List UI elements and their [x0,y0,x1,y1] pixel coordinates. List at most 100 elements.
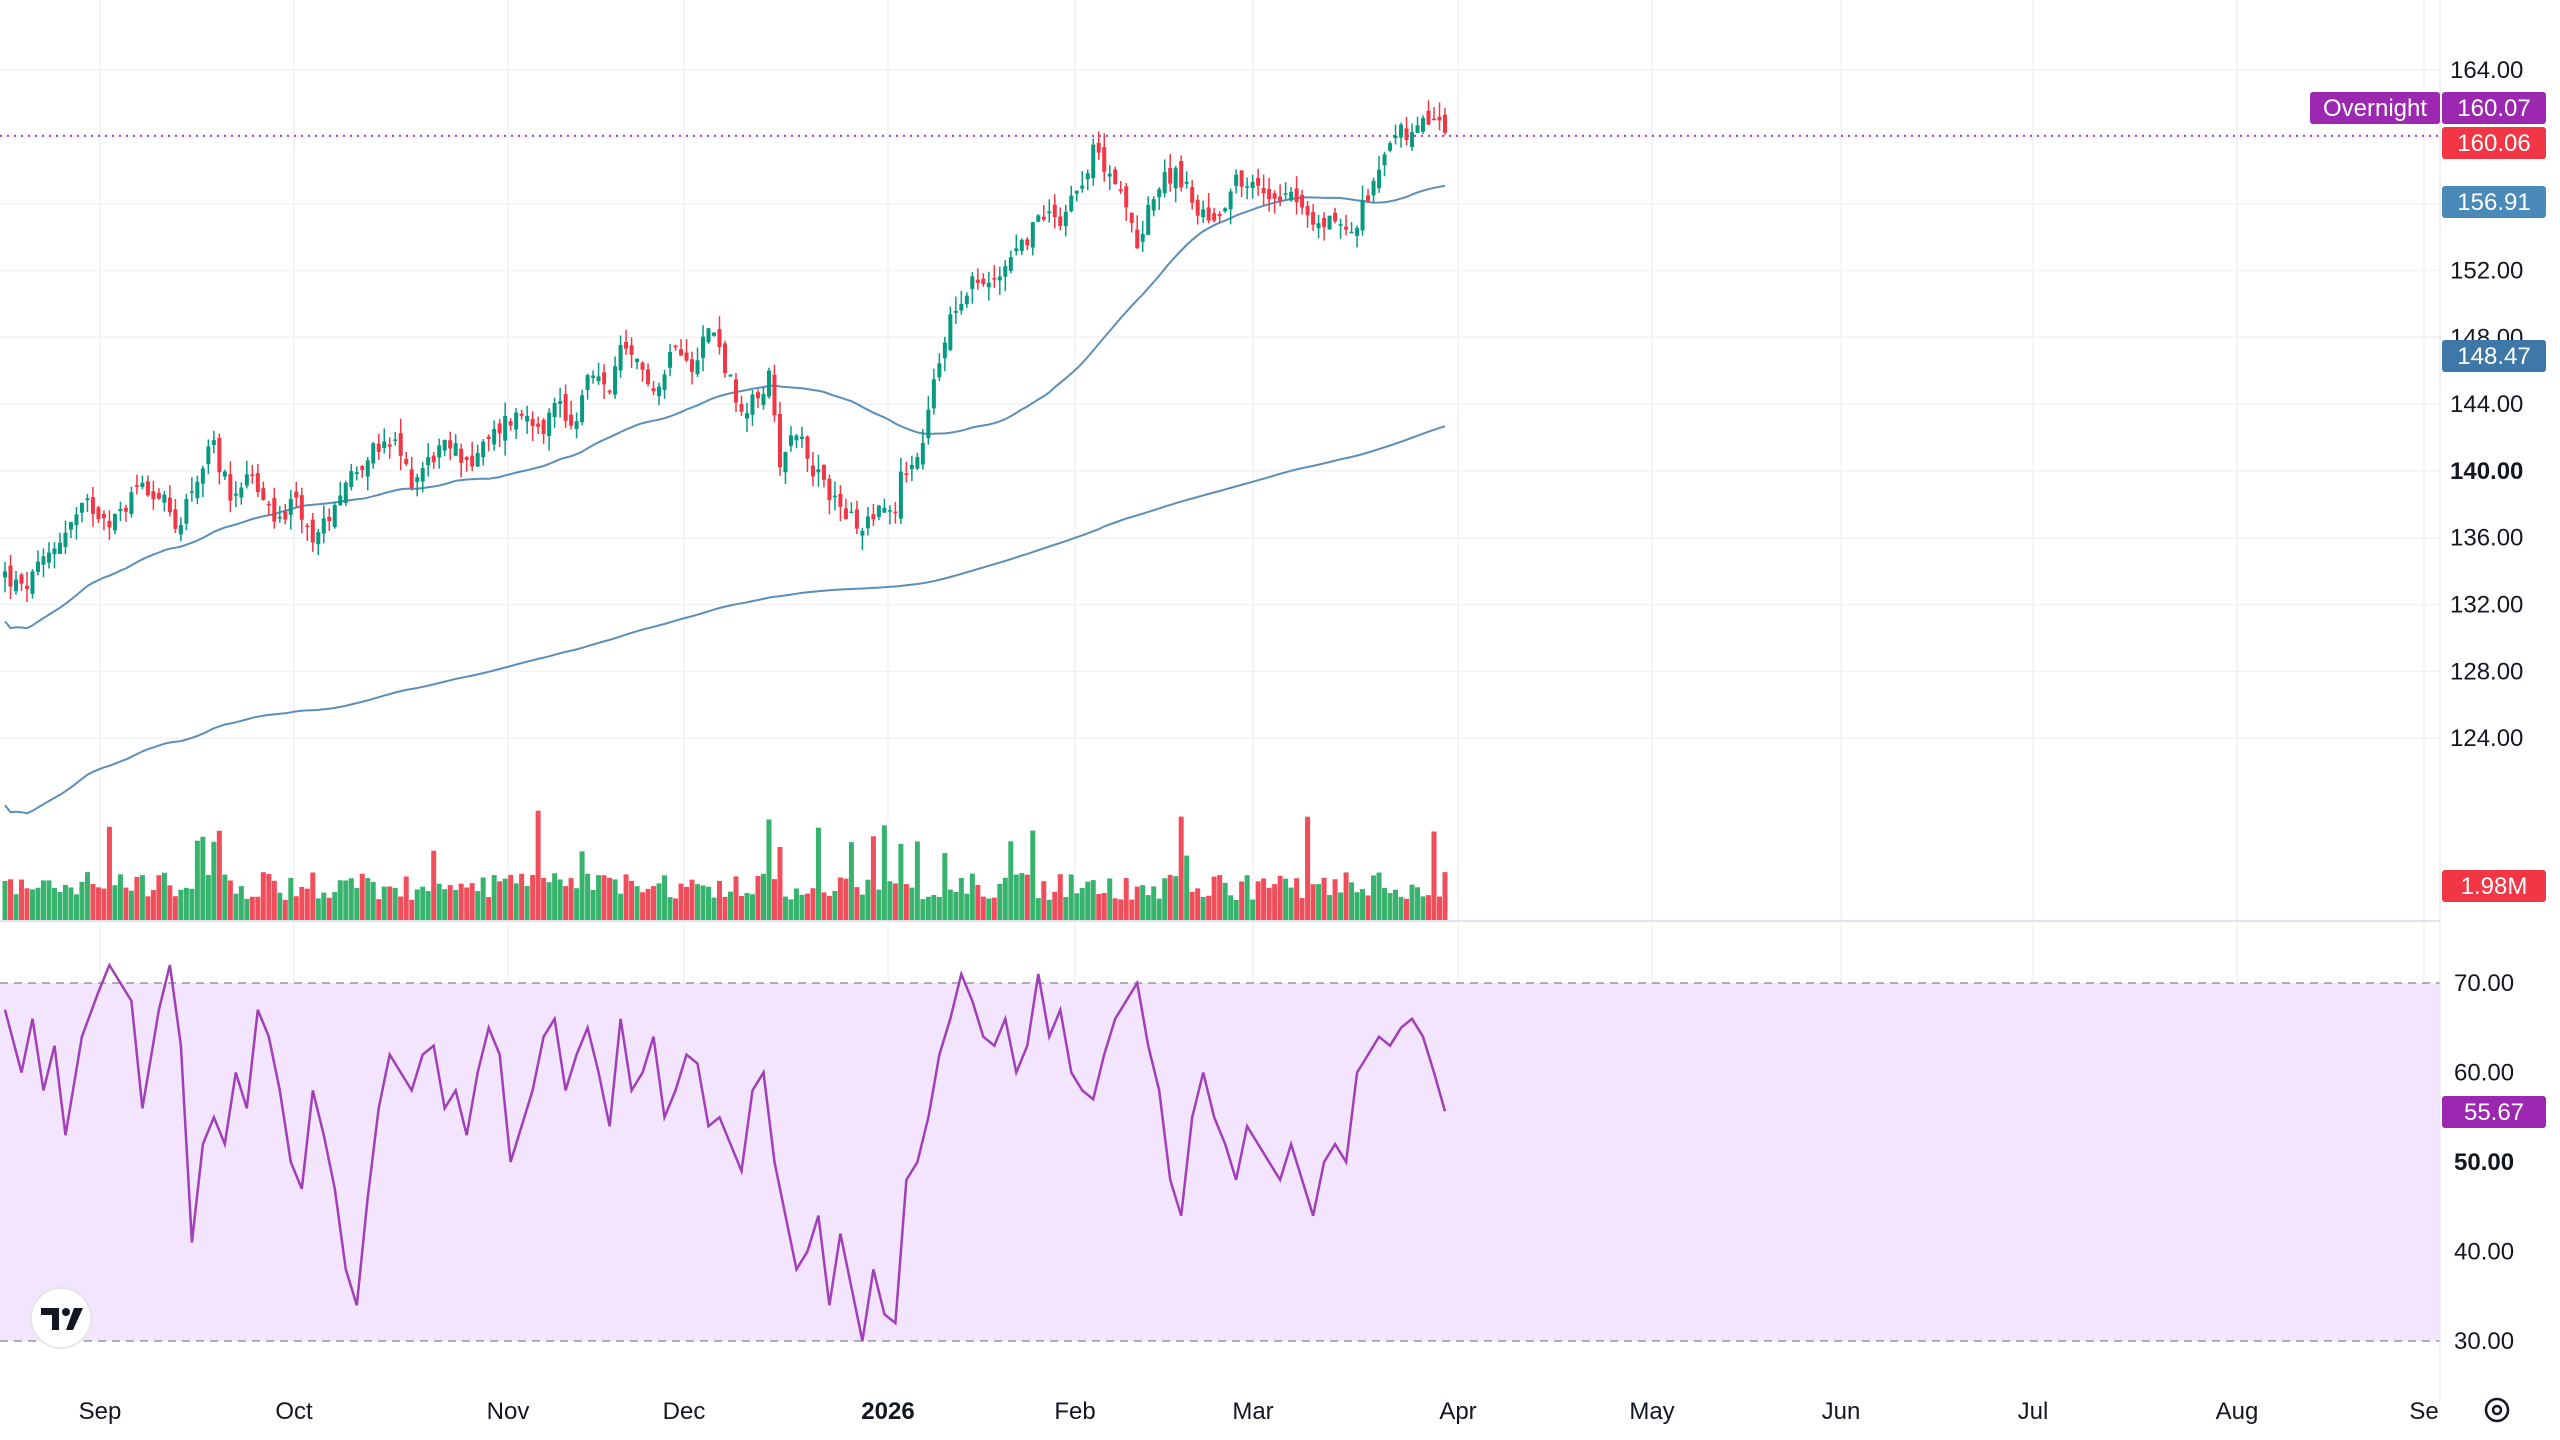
candle [1294,176,1299,215]
gear-icon [2484,1397,2510,1423]
volume-bar [815,827,821,920]
candle [134,474,139,495]
candle [1426,100,1431,126]
volume-bar [293,896,299,920]
candle [580,389,585,426]
volume-bar [607,877,613,920]
volume-bar [541,878,547,920]
time-tick-label: Jun [1822,1398,1861,1425]
volume-bar [986,898,992,920]
volume-bar [793,888,799,920]
volume-bar [673,898,679,920]
candle [684,339,689,363]
volume-bar [1052,891,1058,920]
volume-bar [695,884,701,920]
candle [1206,192,1211,224]
candle [217,433,222,485]
rsi-axis[interactable]: 70.00 60.00 50.00 40.00 30.00 [2454,970,2514,1355]
candle [772,364,777,423]
volume-bar [1360,889,1366,920]
volume-bar [1387,893,1393,920]
candle [1019,238,1024,256]
volume-bar [73,894,79,920]
time-tick-label: 2026 [861,1398,914,1425]
candle [926,395,931,445]
candle [651,380,656,396]
volume-bar [348,878,354,920]
candle [887,505,892,525]
settings-gear-icon[interactable] [2484,1397,2510,1423]
price-tick-label: 144.00 [2450,391,2523,418]
volume-bar [238,886,244,920]
candle [365,457,370,491]
volume-bar [832,890,838,920]
candle [1162,159,1167,198]
candle [1349,221,1354,234]
volume-bar [398,896,404,920]
volume-bar [722,896,728,920]
candle [1146,196,1151,236]
volume-bar [189,888,195,920]
volume-bar [1156,898,1162,920]
candle [57,532,62,555]
volume-bar [40,880,46,920]
candle [728,373,733,377]
volume-bar [755,876,761,920]
volume-bar [1123,878,1129,920]
candle [1140,220,1145,252]
volume-bar [953,892,959,920]
volume-bar [315,898,321,920]
volume-bar [1272,884,1278,920]
candle [118,501,123,522]
candle [486,434,491,452]
volume-bar [167,885,173,920]
volume-bar [1277,875,1283,920]
candle [409,456,414,491]
candle [1041,205,1046,222]
candle [997,266,1002,295]
volume-bar [667,897,673,920]
candle [35,550,40,576]
volume-bar [1288,887,1294,920]
volume-bar [656,883,662,920]
volume-bar [1024,874,1030,920]
candle [1421,115,1426,134]
candle [24,571,29,603]
candle [552,397,557,428]
candle [1250,174,1255,199]
volume-bar [1266,887,1272,920]
candle [255,463,260,498]
overnight-tag: Overnight [2310,92,2440,124]
volume-bar [1206,895,1212,920]
candle [206,439,211,475]
time-axis[interactable]: Sep Oct Nov Dec 2026 Feb Mar Apr May Jun Jul Aug Se [79,1398,2439,1425]
volume-bar [299,887,305,920]
candle [624,329,629,355]
candle [942,336,947,372]
volume-bar [1074,893,1080,920]
volume-bar [7,879,13,920]
moving-average-short [4,184,1446,630]
candle [1058,207,1063,231]
volume-bar [601,875,607,920]
candle [261,481,266,501]
volume-bar [843,878,849,920]
candle [145,475,150,497]
volume-bar [436,883,442,920]
candle [442,439,447,457]
volume-bar [662,875,668,920]
candle [52,542,57,569]
volume-bar [546,882,552,920]
volume-bar [1431,831,1437,920]
rsi-tick-label: 40.00 [2454,1239,2514,1266]
candle [1382,152,1387,177]
candle [915,452,920,471]
candle [1432,107,1437,121]
volume-bar [79,881,85,920]
tradingview-logo[interactable] [30,1287,92,1349]
candle [618,335,623,378]
volume-bar [84,872,90,920]
candle [904,461,909,483]
candle [816,454,821,487]
